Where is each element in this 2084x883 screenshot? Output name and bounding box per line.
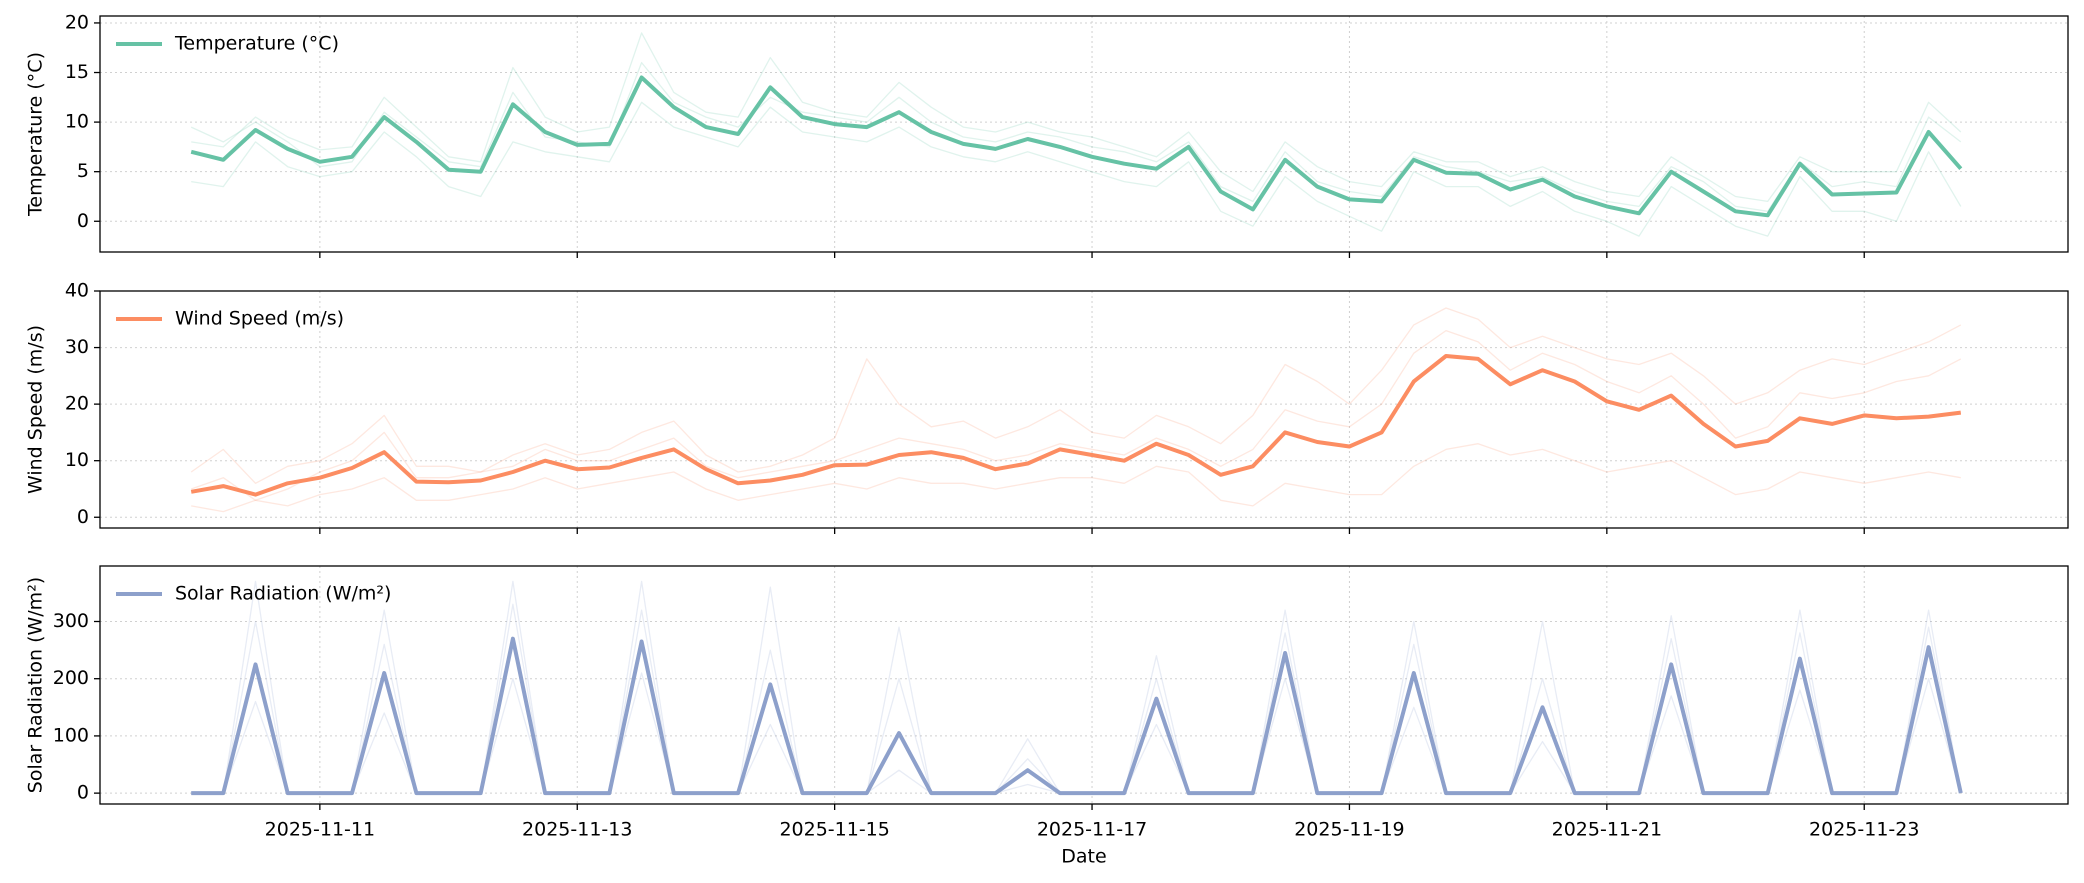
y-axis-label: Wind Speed (m/s) (25, 325, 47, 494)
mean-line (190, 354, 1962, 497)
legend-label: Wind Speed (m/s) (175, 308, 344, 330)
panel: 0 10 20 30 40 Wind Speed (m/s) Wind Speed (m/s… (25, 280, 2069, 534)
y-tick-label: 40 (65, 280, 89, 302)
y-tick-label: 0 (77, 782, 89, 804)
y-tick-label: 20 (65, 393, 89, 415)
panel: 0 100 200 300 2025-11-11 2025-11-13 2025-11-15… (25, 565, 2069, 868)
member-line (190, 329, 1962, 501)
x-tick-label: 2025-11-21 (1552, 819, 1662, 841)
y-tick-label: 100 (53, 724, 89, 746)
member-line (191, 101, 1962, 237)
y-tick-label: 30 (65, 336, 89, 358)
y-tick-label: 0 (77, 506, 89, 528)
axes-frame (99, 15, 2069, 253)
x-axis-label: Date (1061, 846, 1106, 868)
y-axis-label: Temperature (°C) (25, 52, 47, 217)
y-tick-label: 200 (53, 667, 89, 689)
member-line (190, 307, 1962, 484)
x-tick-label: 2025-11-17 (1037, 819, 1147, 841)
x-tick-label: 2025-11-23 (1809, 819, 1919, 841)
member-line (191, 443, 1961, 513)
legend-label: Temperature (°C) (174, 33, 339, 55)
y-axis-label: Solar Radiation (W/m²) (25, 577, 47, 793)
y-tick-label: 0 (77, 210, 89, 232)
y-tick-label: 10 (65, 449, 89, 471)
y-tick-label: 5 (77, 160, 89, 182)
y-tick-label: 10 (65, 111, 89, 133)
panel: 0 5 10 15 20 Temperature (°C) Temperature (°C) (25, 11, 2069, 258)
y-tick-label: 20 (65, 11, 89, 33)
member-line (191, 672, 1962, 794)
y-tick-label: 300 (53, 610, 89, 632)
member-line (190, 61, 1962, 212)
y-tick-label: 15 (65, 61, 89, 83)
x-tick-label: 2025-11-19 (1294, 819, 1404, 841)
member-line (191, 32, 1962, 203)
legend-label: Solar Radiation (W/m²) (175, 583, 391, 605)
axes-frame (99, 290, 2069, 529)
x-tick-label: 2025-11-11 (265, 819, 375, 841)
mean-line (191, 636, 1963, 796)
axes-frame (99, 565, 2069, 805)
x-tick-label: 2025-11-15 (779, 819, 889, 841)
mean-line (190, 75, 1963, 218)
x-tick-label: 2025-11-13 (522, 819, 632, 841)
